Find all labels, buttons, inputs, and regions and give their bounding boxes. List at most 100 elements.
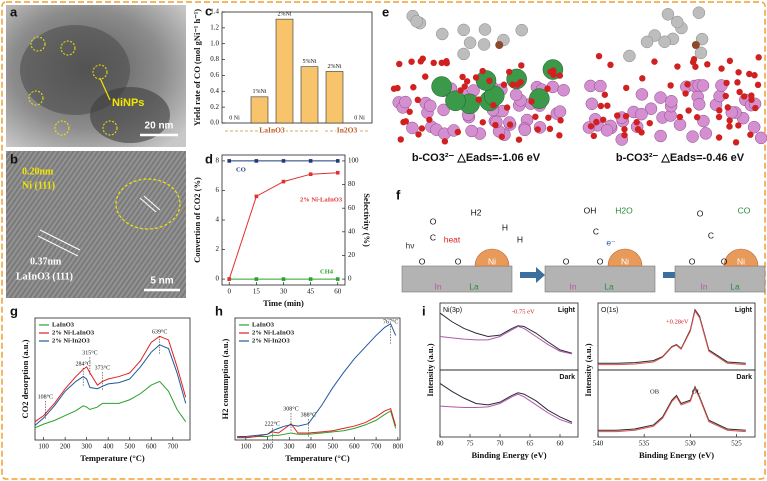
scheme-label: La: [730, 281, 740, 291]
atom: [534, 126, 541, 133]
micrograph-a: NiNPs 20 nm a: [6, 4, 186, 147]
scheme-label: CO: [738, 205, 751, 215]
atom: [693, 114, 701, 121]
atom: [748, 96, 755, 103]
y-axis-label: Intensity (a.u.): [583, 343, 593, 396]
atom: [465, 124, 478, 138]
atom: [509, 81, 516, 88]
annotation: 108°C: [38, 393, 53, 400]
x-tick-label: 300: [284, 443, 295, 451]
point: [308, 277, 313, 281]
ni-particle: [607, 248, 643, 267]
atom: [509, 88, 523, 102]
atom: [518, 62, 525, 69]
atom: [515, 136, 523, 143]
atom: [461, 83, 468, 90]
panel-label: e: [382, 4, 389, 19]
atom: [550, 71, 557, 78]
support-surface: [401, 265, 513, 293]
atom: [498, 133, 505, 140]
atom: [557, 83, 570, 97]
x-tick-label: 400: [306, 443, 317, 451]
atom: [614, 112, 621, 119]
bar: [275, 18, 294, 124]
micrograph-b: 0.20nm Ni (111) 0.37nm LaInO3 (111) 5 nm…: [6, 151, 186, 298]
atom: [457, 23, 470, 37]
scheme-label: O: [697, 208, 704, 218]
x-tick-label: 0: [227, 288, 231, 296]
point: [281, 179, 286, 184]
y-tick-label: 0.8: [210, 55, 219, 63]
plot-frame: [597, 369, 756, 438]
atom: [686, 130, 699, 143]
atom: [690, 56, 698, 63]
y-tick-label: 0.0: [210, 119, 219, 127]
y-tick-label: 4: [216, 216, 220, 224]
atom: [406, 121, 419, 135]
atom: [399, 95, 412, 109]
x-tick-label: 60: [557, 440, 565, 448]
x-tick-label: 15: [253, 288, 261, 296]
group-label: In2O3: [337, 126, 358, 135]
plot-frame: [34, 317, 191, 441]
point: [335, 170, 340, 175]
legend-label: LaInO3: [252, 321, 275, 328]
atom: [408, 58, 415, 65]
y-tick-label: 0.2: [210, 103, 219, 111]
atom: [553, 105, 567, 118]
series-line: [439, 325, 573, 355]
series-line: [34, 380, 187, 429]
atom: [593, 118, 600, 126]
atom: [545, 114, 552, 121]
scheme-label: Ni: [488, 256, 496, 266]
point: [281, 277, 286, 281]
atom: [422, 73, 429, 80]
scheme-label: O: [430, 216, 437, 226]
atom: [635, 88, 649, 101]
atom: [486, 77, 493, 85]
atom: [635, 107, 648, 121]
atom: [479, 67, 486, 75]
atom: [597, 102, 605, 110]
atom: [396, 60, 403, 68]
atom: [661, 8, 675, 21]
y-tick-label: 0.6: [210, 71, 219, 79]
plot-frame: [221, 11, 373, 124]
atom: [490, 101, 497, 109]
atom: [751, 72, 758, 79]
point: [335, 159, 340, 163]
atom: [692, 98, 706, 111]
atom: [443, 58, 450, 65]
x-tick-label: 800: [393, 443, 404, 451]
point: [254, 194, 259, 199]
atom: [594, 79, 607, 93]
series-line: [237, 323, 397, 438]
condition-label: Dark: [736, 374, 752, 381]
y-tick-label: 1.2: [210, 23, 219, 31]
atom: [556, 72, 564, 79]
plot-frame: [439, 369, 579, 438]
atom: [671, 15, 684, 29]
legend-label: 2% Ni-LaInO3: [252, 329, 295, 336]
atom: [431, 76, 452, 97]
panel-label: d: [205, 151, 213, 166]
atom: [695, 32, 709, 46]
structure-model: [582, 6, 767, 146]
atom: [704, 61, 711, 68]
scheme-label: O: [455, 256, 462, 266]
y-tick-label: 1.0: [210, 39, 219, 47]
y2-tick-label: 60: [348, 204, 356, 212]
atom: [478, 23, 492, 36]
atom: [419, 55, 426, 62]
panel-title: Ni(3p): [443, 307, 462, 314]
x-tick-label: 100: [241, 443, 252, 451]
atom: [684, 81, 691, 88]
condition-label: Dark: [559, 374, 575, 381]
y2-tick-label: 100: [348, 157, 359, 165]
atom: [607, 61, 614, 69]
atom: [735, 122, 742, 129]
atom: [463, 36, 477, 49]
scheme-label: H: [502, 222, 508, 232]
series-label: CO: [236, 166, 246, 173]
